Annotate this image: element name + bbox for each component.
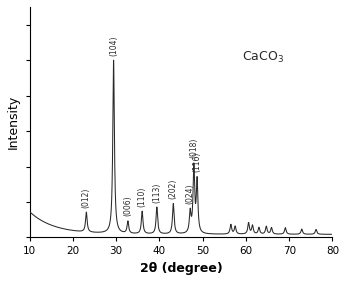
Text: (018): (018): [189, 138, 198, 158]
Text: (116): (116): [193, 152, 202, 172]
Text: (104): (104): [109, 35, 118, 56]
Text: (110): (110): [138, 186, 147, 207]
Y-axis label: Intensity: Intensity: [7, 95, 20, 149]
Text: (012): (012): [82, 187, 91, 208]
X-axis label: 2θ (degree): 2θ (degree): [140, 262, 222, 275]
Text: (113): (113): [152, 182, 161, 202]
Text: (024): (024): [186, 183, 195, 204]
Text: (202): (202): [169, 179, 178, 199]
Text: CaCO$_3$: CaCO$_3$: [242, 50, 284, 65]
Text: (006): (006): [124, 196, 133, 217]
